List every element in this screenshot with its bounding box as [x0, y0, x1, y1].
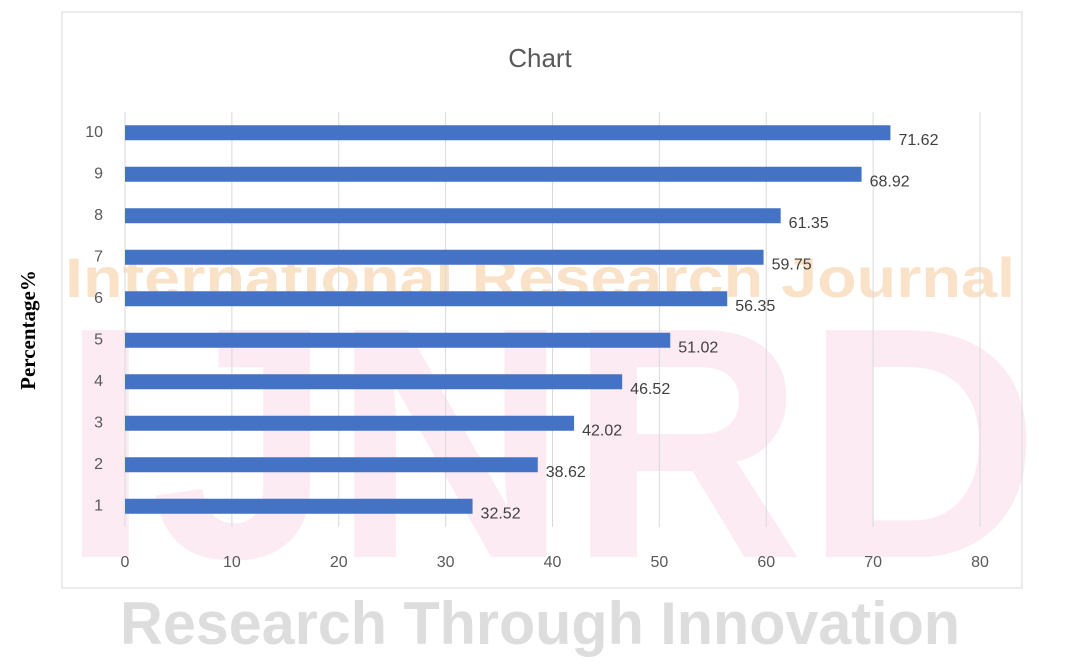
y-tick-label: 1 [94, 497, 103, 514]
x-tick-label: 40 [544, 554, 562, 571]
y-tick-label: 5 [94, 331, 103, 348]
data-label: 32.52 [481, 505, 521, 522]
y-tick-label: 10 [85, 124, 103, 141]
x-tick-label: 50 [650, 554, 668, 571]
bar [125, 167, 862, 182]
y-tick-label: 3 [94, 414, 103, 431]
x-tick-label: 80 [971, 554, 989, 571]
data-label: 71.62 [898, 132, 938, 149]
data-label: 46.52 [630, 381, 670, 398]
y-tick-label: 6 [94, 290, 103, 307]
y-tick-label: 8 [94, 207, 103, 224]
watermark: IJNRD [60, 258, 1040, 627]
x-tick-label: 10 [223, 554, 241, 571]
x-tick-label: 20 [330, 554, 348, 571]
bar [125, 333, 670, 348]
data-label: 59.75 [772, 256, 812, 273]
watermark-bottom: Research Through Innovation [120, 590, 960, 657]
bar [125, 457, 538, 472]
watermark-letters: IJNRD [60, 258, 1040, 627]
y-tick-label: 2 [94, 456, 103, 473]
data-label: 51.02 [678, 339, 718, 356]
x-tick-label: 70 [864, 554, 882, 571]
data-label: 38.62 [546, 464, 586, 481]
data-label: 56.35 [735, 298, 775, 315]
bar [125, 291, 727, 306]
bar [125, 416, 574, 431]
data-label: 42.02 [582, 422, 622, 439]
x-tick-label: 30 [437, 554, 455, 571]
chart-title: Chart [508, 43, 572, 73]
x-tick-label: 60 [757, 554, 775, 571]
bar [125, 208, 781, 223]
page: {"watermark": {"top": "International Res… [0, 0, 1077, 669]
y-tick-label: 7 [94, 248, 103, 265]
y-axis-label: Percentage% [16, 270, 40, 390]
y-tick-label: 9 [94, 165, 103, 182]
bar [125, 125, 890, 140]
x-tick-label: 0 [121, 554, 130, 571]
chart: IJNRD International Research Journal Res… [0, 0, 1077, 669]
bar [125, 250, 764, 265]
y-tick-label: 4 [94, 373, 103, 390]
bar [125, 374, 622, 389]
bar [125, 499, 473, 514]
data-label: 61.35 [789, 215, 829, 232]
data-label: 68.92 [870, 173, 910, 190]
